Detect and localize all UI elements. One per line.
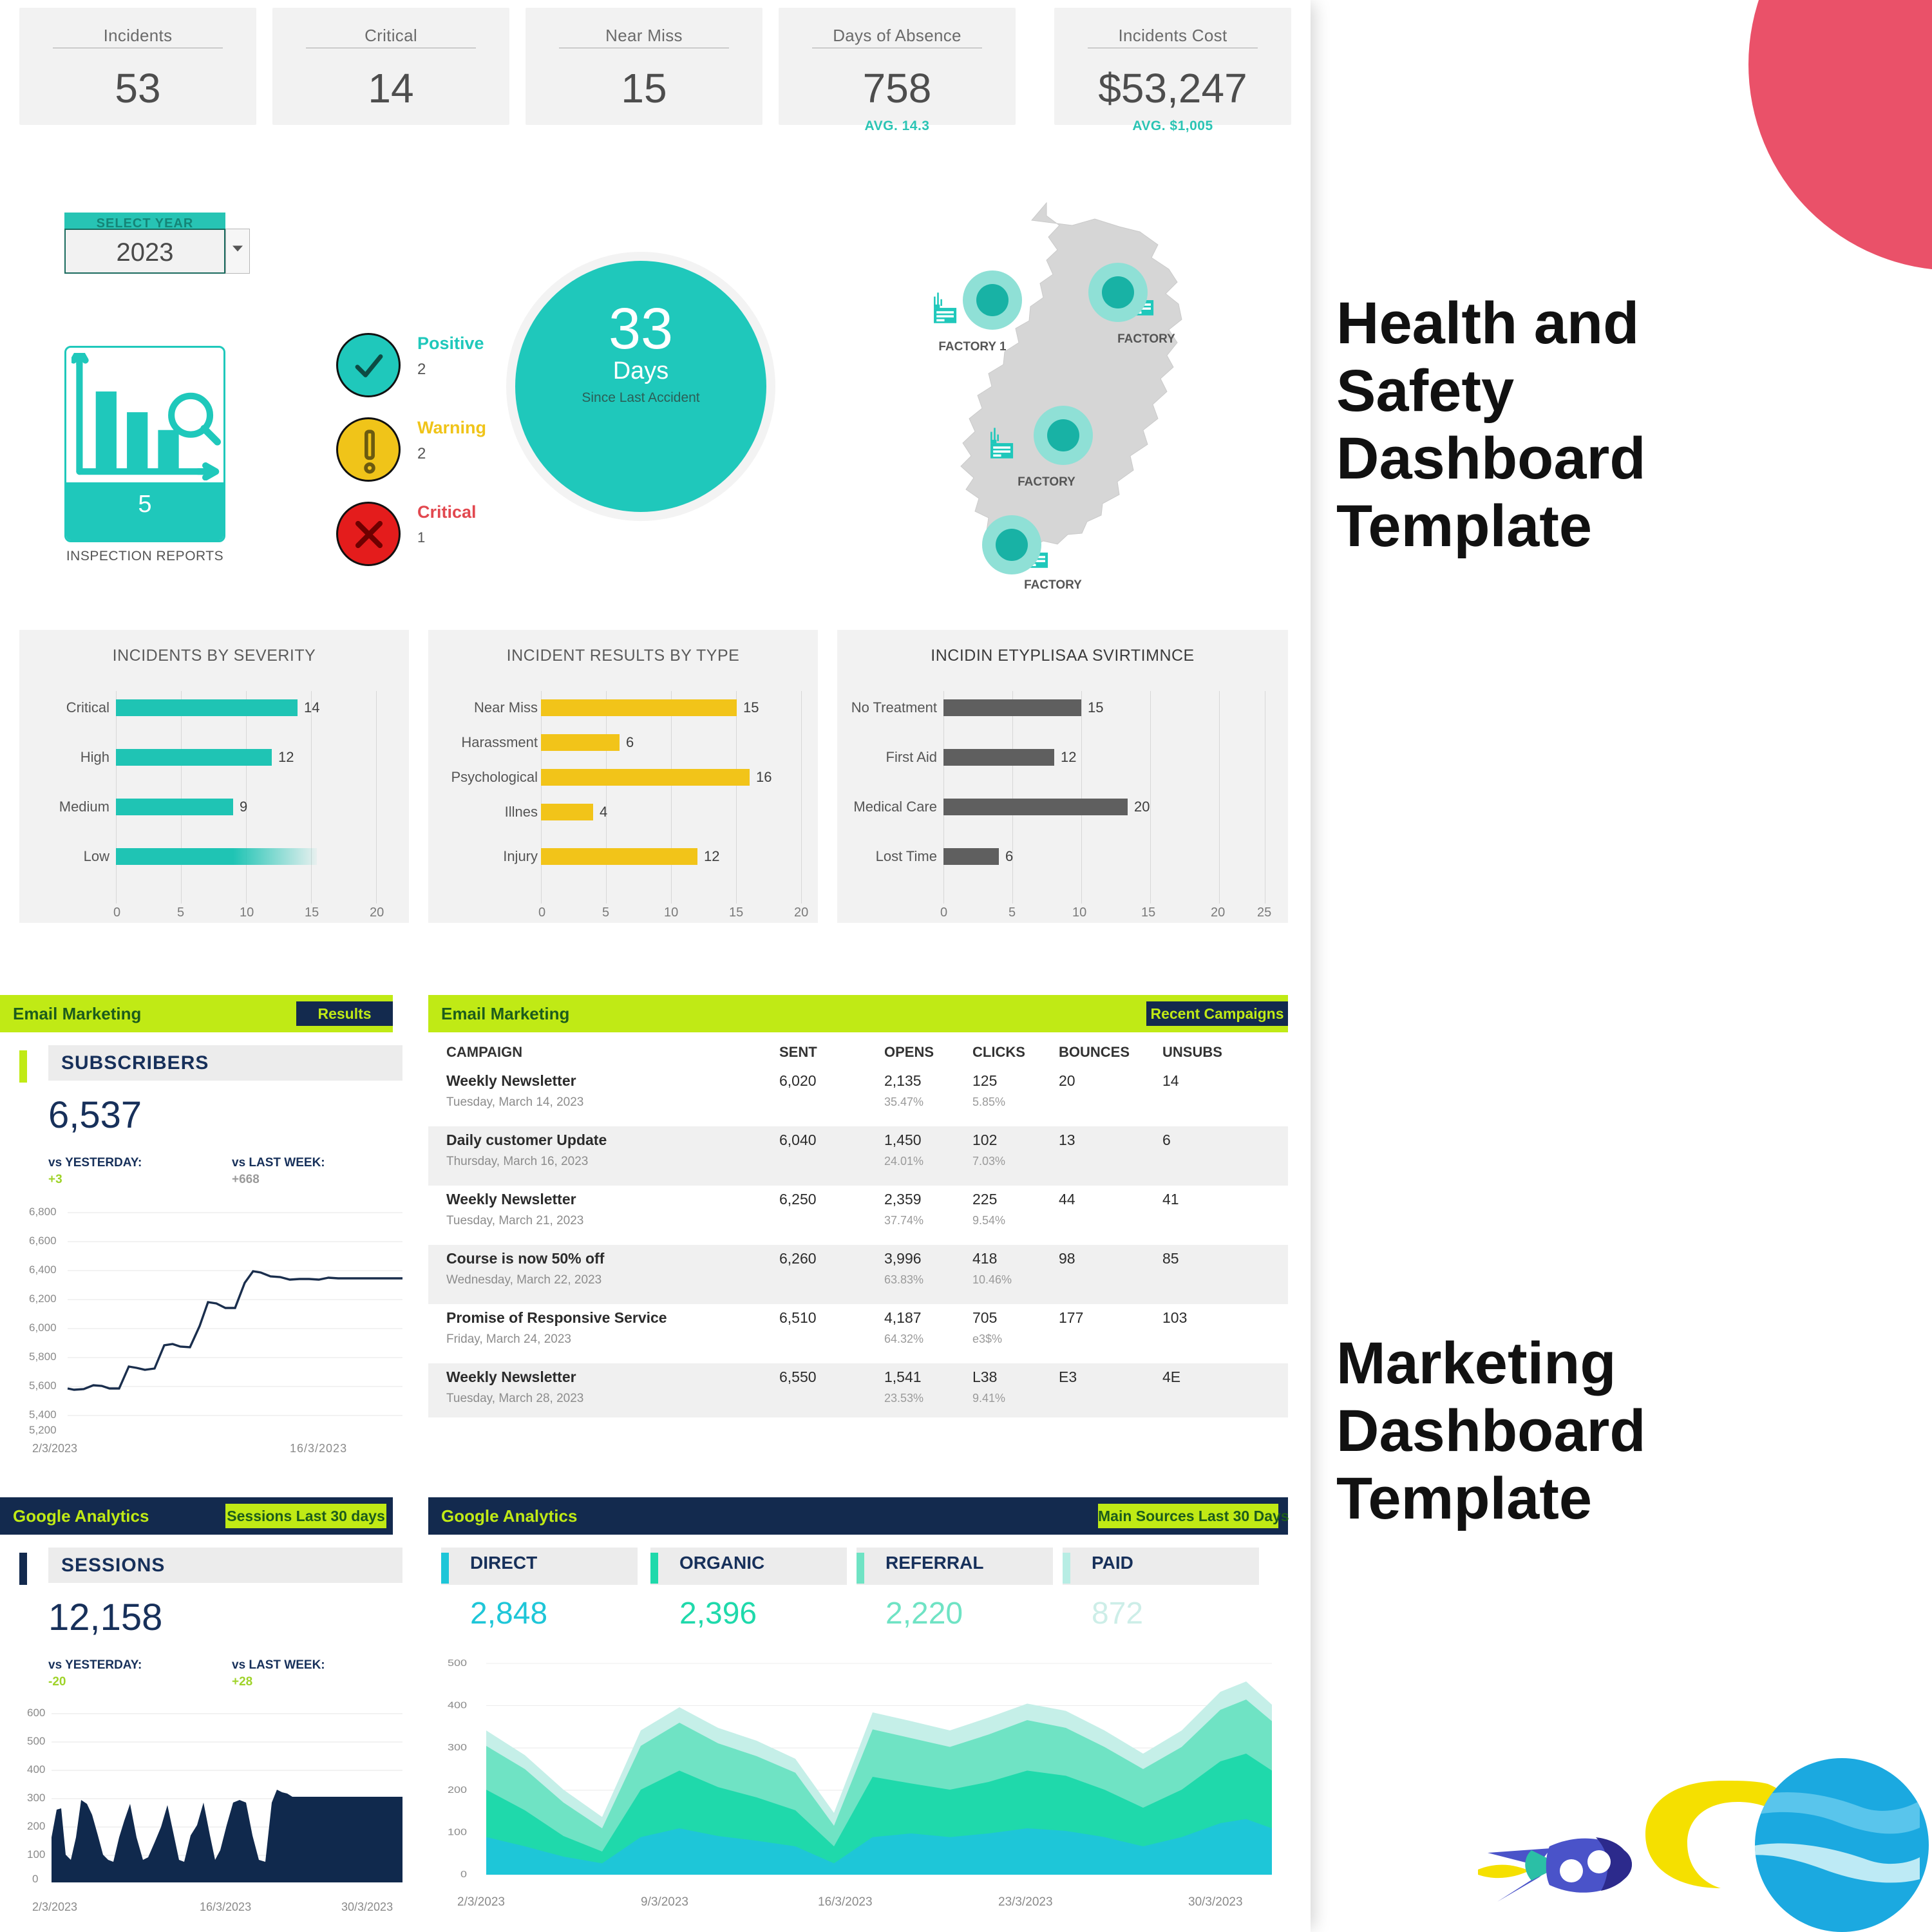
- svg-text:5,600: 5,600: [29, 1379, 57, 1392]
- svg-text:300: 300: [448, 1743, 467, 1753]
- svg-text:500: 500: [448, 1658, 467, 1669]
- svg-text:200: 200: [27, 1820, 45, 1832]
- svg-text:6,200: 6,200: [29, 1293, 57, 1305]
- svg-text:0: 0: [460, 1870, 467, 1880]
- svg-text:5,200: 5,200: [29, 1424, 57, 1436]
- svg-text:600: 600: [27, 1709, 45, 1719]
- svg-text:6,600: 6,600: [29, 1235, 57, 1247]
- svg-text:0: 0: [32, 1873, 38, 1885]
- svg-text:5,400: 5,400: [29, 1408, 57, 1421]
- svg-text:200: 200: [448, 1785, 467, 1795]
- svg-text:400: 400: [448, 1700, 467, 1710]
- svg-text:100: 100: [27, 1848, 45, 1861]
- svg-text:300: 300: [27, 1792, 45, 1804]
- svg-text:6,800: 6,800: [29, 1206, 57, 1218]
- svg-text:500: 500: [27, 1735, 45, 1747]
- svg-text:6,400: 6,400: [29, 1264, 57, 1276]
- svg-text:6,000: 6,000: [29, 1321, 57, 1334]
- svg-text:100: 100: [448, 1827, 467, 1837]
- svg-text:400: 400: [27, 1763, 45, 1776]
- svg-text:5,800: 5,800: [29, 1350, 57, 1363]
